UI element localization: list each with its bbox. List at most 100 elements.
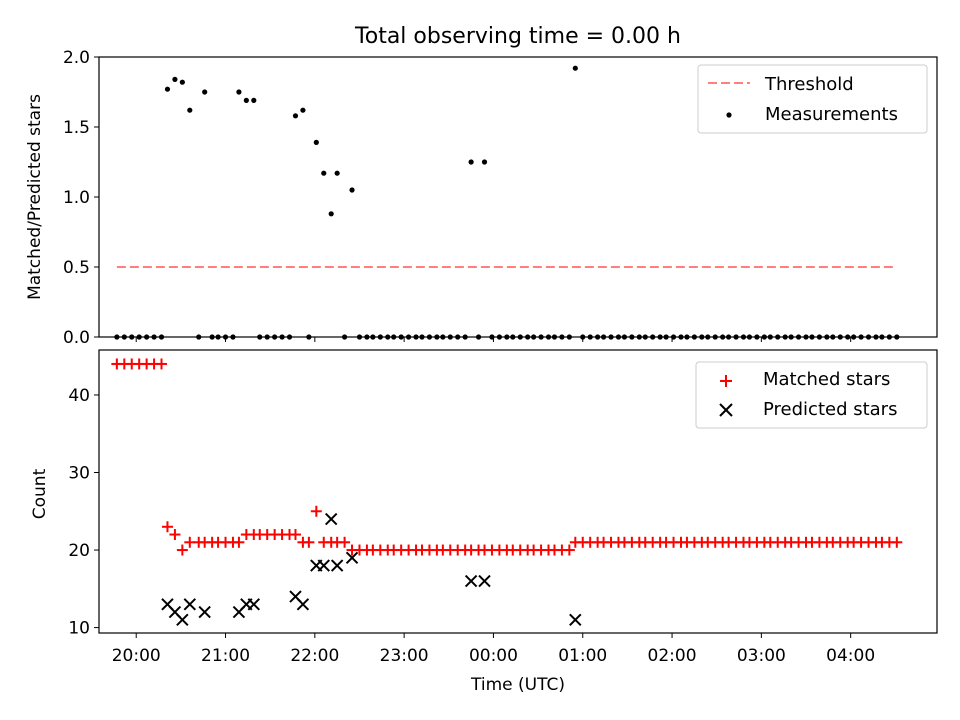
measurement-point bbox=[377, 334, 383, 340]
measurement-point bbox=[349, 187, 355, 193]
measurement-point bbox=[209, 334, 215, 340]
matched-star-marker bbox=[289, 529, 301, 541]
measurement-point bbox=[746, 334, 753, 340]
matched-star-marker bbox=[339, 536, 351, 548]
measurement-point bbox=[608, 334, 614, 340]
x-tick-label: 21:00 bbox=[201, 646, 250, 666]
matched-star-marker bbox=[176, 544, 188, 556]
measurement-point bbox=[621, 334, 628, 340]
predicted-star-marker bbox=[176, 613, 189, 627]
measurement-point bbox=[705, 334, 711, 340]
measurement-point bbox=[398, 334, 404, 340]
matched-star-marker bbox=[303, 536, 315, 548]
measurement-point bbox=[334, 170, 340, 176]
x-tick-label: 22:00 bbox=[290, 646, 339, 666]
y-tick-label: 0.0 bbox=[63, 328, 90, 348]
measurement-point bbox=[559, 334, 565, 340]
top-y-ticks: 0.0 0.5 1.0 1.5 2.0 bbox=[63, 48, 99, 348]
measurement-point bbox=[525, 334, 531, 340]
measurement-point bbox=[300, 107, 306, 113]
y-tick-label: 10 bbox=[68, 619, 90, 639]
measurement-point bbox=[164, 86, 171, 92]
measurement-point bbox=[572, 65, 578, 71]
measurement-point bbox=[782, 334, 788, 340]
measurement-point bbox=[858, 334, 864, 340]
measurement-point bbox=[440, 334, 446, 340]
measurement-point bbox=[455, 334, 461, 340]
y-tick-label: 20 bbox=[68, 541, 90, 561]
measurement-point bbox=[720, 334, 726, 340]
y-tick-label: 1.0 bbox=[63, 188, 90, 208]
top-legend: Threshold Measurements bbox=[697, 64, 928, 134]
top-series bbox=[114, 65, 900, 340]
y-tick-label: 30 bbox=[68, 464, 90, 484]
measurement-point bbox=[816, 334, 823, 340]
measurement-point bbox=[230, 334, 236, 340]
matched-star-marker bbox=[563, 544, 575, 556]
measurement-point bbox=[272, 334, 278, 340]
measurement-point bbox=[678, 334, 684, 340]
matched-star-marker bbox=[169, 529, 181, 541]
measurement-point bbox=[873, 334, 879, 340]
measurement-point bbox=[243, 97, 249, 103]
measurement-point bbox=[215, 334, 221, 340]
measurement-point bbox=[313, 139, 319, 145]
x-tick-label: 00:00 bbox=[469, 646, 518, 666]
bottom-series bbox=[111, 358, 903, 627]
measurement-point bbox=[286, 334, 293, 340]
measurement-point bbox=[830, 334, 836, 340]
x-tick-label: 04:00 bbox=[826, 646, 875, 666]
matched-star-marker bbox=[233, 536, 245, 548]
x-tick-label: 02:00 bbox=[648, 646, 697, 666]
measurement-point bbox=[754, 334, 760, 340]
measurement-point bbox=[615, 334, 622, 340]
measurement-point bbox=[251, 97, 257, 103]
measurement-point bbox=[257, 334, 263, 340]
measurement-point bbox=[663, 334, 669, 340]
measurement-point bbox=[196, 334, 202, 340]
measurement-point bbox=[426, 334, 433, 340]
predicted-star-marker bbox=[198, 605, 211, 619]
measurement-point bbox=[328, 211, 334, 217]
measurement-point bbox=[691, 334, 697, 340]
legend-measurements-label: Measurements bbox=[765, 104, 898, 125]
predicted-star-marker bbox=[317, 559, 330, 572]
measurement-point bbox=[510, 334, 516, 340]
measurement-point bbox=[475, 334, 482, 340]
predicted-star-marker bbox=[345, 551, 359, 564]
measurement-point bbox=[657, 334, 663, 340]
top-panel: Total observing time = 0.00 h 0.0 0.5 1.0 1… bbox=[25, 24, 938, 348]
measurement-point bbox=[712, 334, 718, 340]
measurement-point bbox=[136, 334, 142, 340]
measurement-point bbox=[824, 334, 830, 340]
measurement-point bbox=[481, 159, 488, 165]
measurement-point bbox=[462, 334, 468, 340]
x-tick-label: 23:00 bbox=[380, 646, 429, 666]
measurement-point bbox=[566, 334, 572, 340]
measurement-point bbox=[489, 334, 495, 340]
measurement-point bbox=[650, 334, 656, 340]
predicted-star-marker bbox=[569, 613, 582, 627]
matched-star-marker bbox=[891, 536, 903, 548]
predicted-star-marker bbox=[330, 559, 344, 572]
predicted-star-marker bbox=[296, 598, 310, 611]
measurement-point bbox=[391, 334, 397, 340]
measurement-point bbox=[595, 334, 601, 340]
measurement-point bbox=[385, 334, 391, 340]
measurement-point bbox=[551, 334, 558, 340]
measurement-point bbox=[279, 334, 285, 340]
bottom-y-ticks: 10 20 30 40 bbox=[68, 386, 99, 639]
measurement-point bbox=[761, 334, 767, 340]
measurement-point bbox=[788, 334, 794, 340]
measurement-point bbox=[356, 334, 363, 340]
measurement-point bbox=[636, 334, 642, 340]
measurement-point bbox=[172, 76, 178, 82]
measurement-point bbox=[795, 334, 802, 340]
top-legend-box bbox=[697, 64, 928, 134]
bottom-y-axis-label: Count bbox=[30, 468, 50, 519]
legend-predicted-swatch bbox=[719, 403, 733, 417]
y-tick-label: 0.5 bbox=[63, 258, 90, 278]
measurement-point bbox=[144, 334, 150, 340]
measurement-point bbox=[545, 334, 552, 340]
